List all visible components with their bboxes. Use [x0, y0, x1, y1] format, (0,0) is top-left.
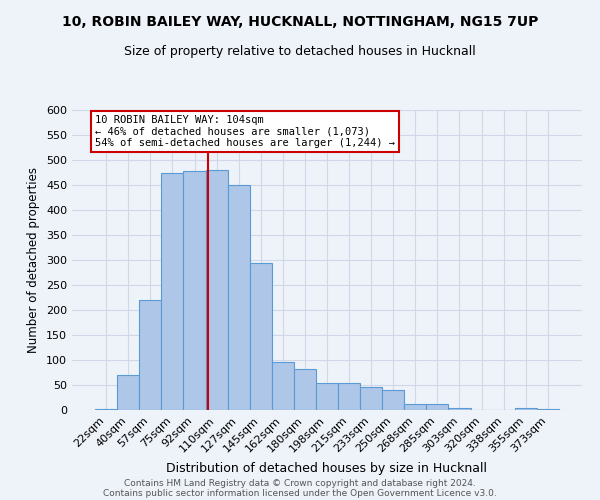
Text: Size of property relative to detached houses in Hucknall: Size of property relative to detached ho… [124, 45, 476, 58]
Bar [515, 408, 537, 410]
Bar [250, 262, 272, 410]
Text: Contains public sector information licensed under the Open Government Licence v3: Contains public sector information licen… [103, 488, 497, 498]
Bar [272, 362, 294, 410]
Bar [360, 386, 382, 410]
Bar [448, 408, 470, 410]
Bar [95, 409, 117, 410]
Text: Contains HM Land Registry data © Crown copyright and database right 2024.: Contains HM Land Registry data © Crown c… [124, 478, 476, 488]
Bar [161, 172, 184, 410]
Bar [316, 382, 338, 410]
Bar [227, 185, 250, 410]
Bar [338, 382, 360, 410]
Text: 10, ROBIN BAILEY WAY, HUCKNALL, NOTTINGHAM, NG15 7UP: 10, ROBIN BAILEY WAY, HUCKNALL, NOTTINGH… [62, 15, 538, 29]
Bar [382, 390, 404, 410]
Bar [404, 404, 427, 410]
Text: 10 ROBIN BAILEY WAY: 104sqm
← 46% of detached houses are smaller (1,073)
54% of : 10 ROBIN BAILEY WAY: 104sqm ← 46% of det… [95, 115, 395, 148]
Bar [537, 409, 559, 410]
Bar [294, 369, 316, 410]
X-axis label: Distribution of detached houses by size in Hucknall: Distribution of detached houses by size … [167, 462, 487, 475]
Y-axis label: Number of detached properties: Number of detached properties [28, 167, 40, 353]
Bar [139, 300, 161, 410]
Bar [206, 170, 227, 410]
Bar [184, 171, 206, 410]
Bar [117, 375, 139, 410]
Bar [427, 404, 448, 410]
